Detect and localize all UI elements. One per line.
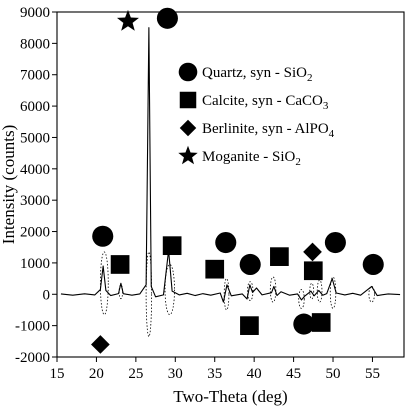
square-marker bbox=[162, 236, 182, 256]
legend-label: Calcite, syn - CaCO3 bbox=[202, 93, 329, 112]
y-tick-label: 8000 bbox=[20, 36, 50, 52]
y-tick-label: 7000 bbox=[20, 68, 50, 84]
legend-star-symbol bbox=[178, 145, 198, 165]
x-tick-label: 20 bbox=[89, 366, 104, 382]
y-tick-label: 0 bbox=[43, 287, 51, 303]
peak-ellipse bbox=[269, 276, 277, 303]
legend: Quartz, syn - SiO2 Calcite, syn - CaCO3 Be… bbox=[178, 62, 335, 168]
square-marker bbox=[205, 259, 225, 279]
x-tick-label: 40 bbox=[247, 366, 262, 382]
legend-label: Moganite - SiO2 bbox=[202, 149, 301, 168]
y-tick-label: 2000 bbox=[20, 225, 50, 241]
peak-ellipse bbox=[309, 282, 315, 300]
legend-diamond-symbol bbox=[179, 119, 197, 137]
peak-ellipse bbox=[316, 279, 323, 303]
y-axis-title: Intensity (counts) bbox=[0, 125, 18, 244]
square-marker bbox=[303, 261, 323, 281]
legend-label: Quartz, syn - SiO2 bbox=[202, 65, 313, 84]
diffraction-pattern bbox=[60, 27, 401, 303]
x-axis-title: Two-Theta (deg) bbox=[173, 387, 287, 406]
circle-marker bbox=[92, 225, 114, 247]
peak-ellipse bbox=[223, 278, 230, 311]
circle-marker bbox=[324, 231, 346, 254]
circle-marker bbox=[215, 231, 237, 254]
axes: 15 20 25 30 35 40 45 50 55 -2000 -1000 0 1000 2000 300… bbox=[15, 5, 405, 382]
peak-ellipse bbox=[164, 264, 175, 316]
plot-frame bbox=[56, 11, 405, 358]
star-marker bbox=[116, 9, 139, 31]
legend-circle-symbol bbox=[178, 62, 198, 82]
x-tick-label: 45 bbox=[286, 366, 301, 382]
peak-ellipse bbox=[99, 251, 109, 316]
diamond-marker bbox=[303, 242, 322, 262]
y-tick-label: 9000 bbox=[20, 5, 50, 21]
series-line bbox=[60, 27, 401, 303]
x-tick-label: 30 bbox=[168, 366, 183, 382]
circle-marker bbox=[156, 7, 178, 29]
circle-marker bbox=[239, 253, 261, 276]
y-tick-label: -2000 bbox=[15, 350, 50, 366]
y-tick-label: 3000 bbox=[20, 193, 50, 209]
square-marker bbox=[270, 247, 289, 266]
x-tick-label: 25 bbox=[128, 366, 143, 382]
peak-ellipse bbox=[368, 286, 375, 303]
peak-highlight-ellipses bbox=[99, 251, 375, 338]
square-marker bbox=[311, 313, 331, 332]
phase-markers bbox=[91, 7, 384, 354]
y-tick-label: 6000 bbox=[20, 99, 50, 115]
square-marker bbox=[240, 316, 259, 335]
diamond-marker bbox=[91, 335, 110, 354]
y-tick-label: 4000 bbox=[20, 162, 50, 178]
square-marker bbox=[110, 255, 130, 274]
y-tick-label: -1000 bbox=[15, 319, 50, 335]
legend-square-symbol bbox=[179, 91, 197, 109]
peak-ellipse bbox=[298, 289, 305, 309]
y-tick-label: 5000 bbox=[20, 130, 50, 146]
legend-label: Berlinite, syn - AlPO4 bbox=[202, 121, 335, 140]
y-tick-label: 1000 bbox=[20, 256, 50, 272]
x-tick-label: 55 bbox=[365, 366, 380, 382]
peak-ellipse bbox=[145, 251, 153, 338]
circle-marker bbox=[293, 313, 315, 335]
x-tick-label: 15 bbox=[50, 366, 65, 382]
x-tick-label: 50 bbox=[326, 366, 341, 382]
x-tick-label: 35 bbox=[207, 366, 222, 382]
circle-marker bbox=[362, 253, 384, 276]
